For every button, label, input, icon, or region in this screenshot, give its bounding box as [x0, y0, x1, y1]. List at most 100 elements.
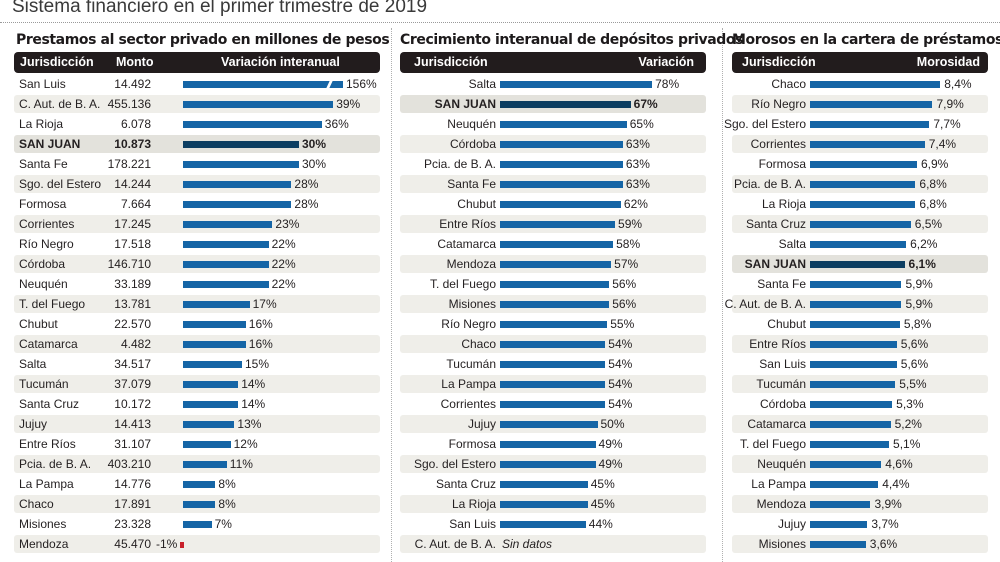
jurisdiction-label: La Pampa — [19, 477, 74, 491]
value-label: 8% — [218, 497, 236, 511]
bar — [810, 241, 907, 248]
jurisdiction-label: Córdoba — [449, 137, 496, 151]
bar — [183, 101, 334, 108]
table-row: Jujuy 50% — [400, 415, 706, 433]
table-row: Neuquén 33.189 22% — [14, 275, 380, 293]
table-row: Chubut 22.570 16% — [14, 315, 380, 333]
monto-value: 45.470 — [114, 537, 151, 551]
table-row: Río Negro 17.518 22% — [14, 235, 380, 253]
jurisdiction-label: Chaco — [771, 77, 806, 91]
table-row: Chaco 8,4% — [732, 75, 988, 93]
value-label: 62% — [623, 197, 648, 211]
bar — [183, 181, 292, 188]
jurisdiction-label: Río Negro — [751, 97, 806, 111]
table-row: Corrientes 54% — [400, 395, 706, 413]
table-row: La Pampa 54% — [400, 375, 706, 393]
table-row: La Rioja 6.078 36% — [14, 115, 380, 133]
value-label: 5,8% — [903, 317, 932, 331]
jurisdiction-label: T. del Fuego — [19, 297, 86, 311]
table-row: Salta 34.517 15% — [14, 355, 380, 373]
table-row: Neuquén 4,6% — [732, 455, 988, 473]
delinquency-title: Morosos en la cartera de préstamos — [732, 32, 1000, 48]
value-label: 50% — [600, 417, 625, 431]
table-row: San Luis 14.492 156% — [14, 75, 380, 93]
jurisdiction-label: SAN JUAN — [19, 137, 81, 151]
table-row: Río Negro 7,9% — [732, 95, 988, 113]
value-label: 58% — [616, 237, 641, 251]
value-label: 3,6% — [869, 537, 898, 551]
value-label: 55% — [610, 317, 635, 331]
table-row: La Pampa 4,4% — [732, 475, 988, 493]
value-label: 14% — [241, 397, 266, 411]
jurisdiction-label: Corrientes — [440, 397, 496, 411]
table-row: Corrientes 17.245 23% — [14, 215, 380, 233]
value-label: 3,7% — [871, 517, 899, 531]
table-row: Chubut 5,8% — [732, 315, 988, 333]
loans-table-header: Jurisdicción Monto Variación interanual — [14, 52, 380, 73]
table-row: Chubut 62% — [400, 195, 706, 213]
table-row: Chaco 54% — [400, 335, 706, 353]
value-label: 56% — [612, 297, 637, 311]
table-row: Jujuy 14.413 13% — [14, 415, 380, 433]
deposits-rows: Salta 78% SAN JUAN 67% Neuquén 65% Córdoba 63% P… — [400, 75, 706, 553]
jurisdiction-label: La Pampa — [441, 377, 496, 391]
value-label: 17% — [252, 297, 277, 311]
bar-negative — [180, 542, 184, 548]
monto-value: 14.776 — [114, 477, 151, 491]
monto-value: 13.781 — [114, 297, 151, 311]
table-row: Jujuy 3,7% — [732, 515, 988, 533]
jurisdiction-label: Tucumán — [446, 357, 496, 371]
table-row: T. del Fuego 56% — [400, 275, 706, 293]
monto-value: 178.221 — [107, 157, 151, 171]
jurisdiction-label: Neuquén — [447, 117, 496, 131]
bar — [500, 521, 586, 528]
value-label: 7,9% — [936, 97, 964, 111]
bar — [183, 201, 292, 208]
jurisdiction-label: Córdoba — [759, 397, 806, 411]
table-row: Santa Cruz 10.172 14% — [14, 395, 380, 413]
bar — [183, 301, 250, 308]
value-label: 5,1% — [893, 437, 921, 451]
table-row: Formosa 7.664 28% — [14, 195, 380, 213]
jurisdiction-label: Pcia. de B. A. — [423, 157, 496, 171]
monto-value: 455.136 — [107, 97, 151, 111]
bar — [810, 281, 902, 288]
value-label: 28% — [294, 177, 319, 191]
jurisdiction-label: Chaco — [461, 337, 496, 351]
table-row: Santa Cruz 45% — [400, 475, 706, 493]
table-row: Tucumán 5,5% — [732, 375, 988, 393]
bar — [500, 361, 606, 368]
bar — [810, 141, 925, 148]
jurisdiction-label: Tucumán — [756, 377, 806, 391]
value-label: 15% — [245, 357, 270, 371]
bar — [810, 201, 916, 208]
value-label: 63% — [625, 177, 650, 191]
table-row: Pcia. de B. A. 6,8% — [732, 175, 988, 193]
jurisdiction-label: Pcia. de B. A. — [733, 177, 806, 191]
bar — [183, 341, 246, 348]
table-row: Río Negro 55% — [400, 315, 706, 333]
bar — [810, 361, 897, 368]
table-row: San Luis 44% — [400, 515, 706, 533]
value-label: 6,5% — [914, 217, 943, 231]
table-row: T. del Fuego 13.781 17% — [14, 295, 380, 313]
jurisdiction-label: Chaco — [19, 497, 54, 511]
table-row: Salta 6,2% — [732, 235, 988, 253]
delinquency-panel: Morosos en la cartera de préstamos Juris… — [724, 28, 1000, 555]
jurisdiction-label: Salta — [468, 77, 496, 91]
bar — [810, 481, 879, 488]
jurisdiction-label: Santa Fe — [757, 277, 806, 291]
jurisdiction-label: La Rioja — [19, 117, 64, 131]
bar — [810, 181, 916, 188]
jurisdiction-label: La Rioja — [451, 497, 496, 511]
bar — [810, 221, 911, 228]
jurisdiction-label: Catamarca — [747, 417, 806, 431]
bar — [500, 421, 598, 428]
page-title: Sistema financiero en el primer trimestr… — [12, 0, 428, 17]
bar — [183, 481, 216, 488]
value-label: 13% — [237, 417, 262, 431]
value-label: 156% — [346, 77, 377, 91]
bar — [500, 501, 588, 508]
bar — [500, 181, 623, 188]
value-label: 23% — [275, 217, 300, 231]
